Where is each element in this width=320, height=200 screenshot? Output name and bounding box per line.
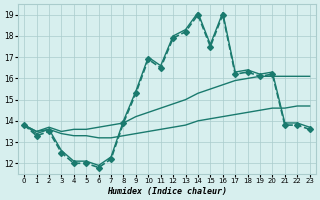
X-axis label: Humidex (Indice chaleur): Humidex (Indice chaleur) <box>107 187 227 196</box>
